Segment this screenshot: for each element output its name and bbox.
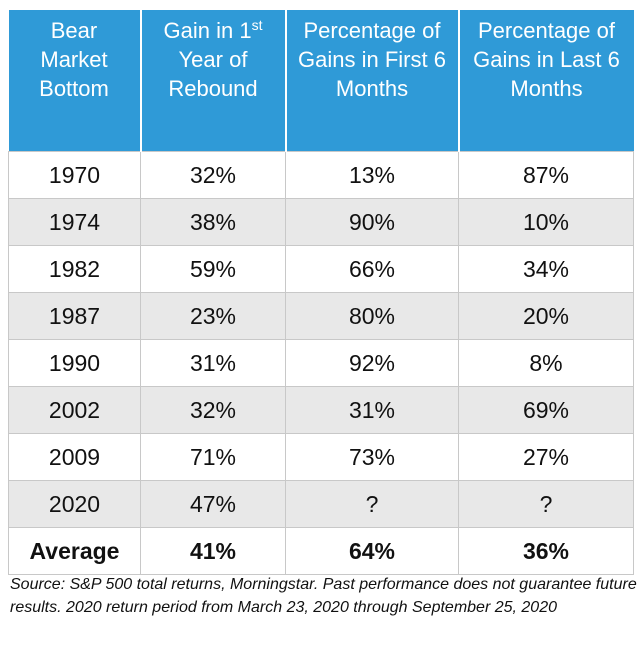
table-cell: 23% (140, 292, 286, 340)
table-cell: 2009 (8, 433, 141, 481)
table-cell: 71% (140, 433, 286, 481)
footnote: Source: S&P 500 total returns, Morningst… (10, 576, 637, 616)
table-cell: 66% (285, 245, 459, 293)
table-cell: ? (458, 480, 634, 528)
table-cell: 69% (458, 386, 634, 434)
table-cell: 2020 (8, 480, 141, 528)
table-body: 1970 32% 13% 87% 1974 38% 90% 10% 1982 59% 66% 34% 1… (8, 151, 634, 575)
table-cell: 32% (140, 151, 286, 199)
table-cell: 59% (140, 245, 286, 293)
header-superscript: st (251, 17, 263, 33)
table-row: 1974 38% 90% 10% (8, 198, 634, 246)
header-text: Year of Rebound (168, 47, 258, 101)
table-cell: 31% (140, 339, 286, 387)
header-cell: Gain in 1st Year of Rebound (139, 10, 286, 152)
header-cell: Percentage of Gains in Last 6 Months (457, 10, 634, 152)
table-row: 1987 23% 80% 20% (8, 292, 634, 340)
header-cell: Bear Market Bottom (8, 10, 141, 152)
table-cell: ? (285, 480, 459, 528)
table-cell: 1974 (8, 198, 141, 246)
table-cell: 1990 (8, 339, 141, 387)
table-cell: 87% (458, 151, 634, 199)
table-cell: 1970 (8, 151, 141, 199)
header-cell: Percentage of Gains in First 6 Months (284, 10, 459, 152)
table-cell: 80% (285, 292, 459, 340)
average-cell: 41% (140, 527, 286, 575)
average-cell: 64% (285, 527, 459, 575)
table-cell: 10% (458, 198, 634, 246)
header-row: Bear Market Bottom Gain in 1st Year of Re… (8, 10, 634, 152)
table-cell: 2002 (8, 386, 141, 434)
table-row: 1990 31% 92% 8% (8, 339, 634, 387)
table-cell: 90% (285, 198, 459, 246)
table-row: 2020 47%?? (8, 480, 634, 528)
table-cell: 8% (458, 339, 634, 387)
table-row: 2002 32% 31% 69% (8, 386, 634, 434)
table-cell: 13% (285, 151, 459, 199)
average-cell: Average (8, 527, 141, 575)
table-cell: 1982 (8, 245, 141, 293)
table-cell: 73% (285, 433, 459, 481)
table-row: 1970 32% 13% 87% (8, 151, 634, 199)
table-row: 1982 59% 66% 34% (8, 245, 634, 293)
average-row: Average 41% 64% 36% (8, 527, 634, 575)
table-row: 2009 71% 73% 27% (8, 433, 634, 481)
table-cell: 92% (285, 339, 459, 387)
table-cell: 31% (285, 386, 459, 434)
table-cell: 1987 (8, 292, 141, 340)
returns-table: Bear Market Bottom Gain in 1st Year of Re… (8, 10, 634, 575)
header-text: Gain in 1 (163, 18, 252, 43)
table-cell: 47% (140, 480, 286, 528)
table-cell: 34% (458, 245, 634, 293)
table-cell: 38% (140, 198, 286, 246)
table-cell: 20% (458, 292, 634, 340)
table-cell: 27% (458, 433, 634, 481)
table-cell: 32% (140, 386, 286, 434)
average-cell: 36% (458, 527, 634, 575)
